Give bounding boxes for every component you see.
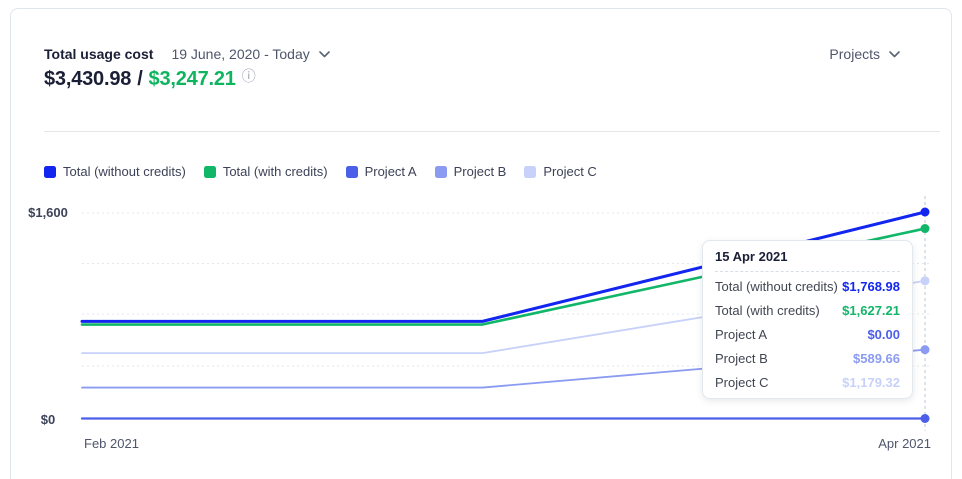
- date-range-label: 19 June, 2020 - Today: [171, 46, 310, 62]
- projects-dropdown[interactable]: Projects: [829, 46, 900, 62]
- legend-label: Project A: [364, 164, 417, 179]
- legend-label: Project C: [543, 164, 597, 179]
- tooltip-row-value: $1,768.98: [842, 278, 900, 294]
- header-divider: [44, 131, 940, 132]
- chevron-down-icon: [318, 50, 330, 57]
- legend-item-project-c[interactable]: Project C: [524, 164, 597, 179]
- amount-with-credits: $3,247.21: [148, 68, 236, 90]
- tooltip-rows: Total (without credits) $1,768.98 Total (w…: [715, 272, 900, 394]
- tooltip-row-value: $0.00: [867, 326, 900, 342]
- chart-tooltip: 15 Apr 2021 Total (without credits) $1,76…: [702, 240, 913, 399]
- legend-label: Total (without credits): [63, 164, 186, 179]
- tooltip-date: 15 Apr 2021: [715, 249, 900, 272]
- legend-swatch: [203, 165, 216, 178]
- projects-dropdown-label: Projects: [829, 46, 880, 62]
- chevron-down-icon: [889, 50, 900, 57]
- series-endpoint-total-with-credits: [920, 224, 930, 234]
- x-axis-right-label: Apr 2021: [878, 436, 931, 451]
- tooltip-row-label: Project B: [715, 350, 768, 366]
- tooltip-row-label: Project A: [715, 326, 768, 342]
- tooltip-row-total-with-credits: Total (with credits) $1,627.21: [715, 298, 900, 322]
- legend-item-total-without-credits[interactable]: Total (without credits): [44, 164, 186, 179]
- tooltip-row-project-a: Project A $0.00: [715, 322, 900, 346]
- tooltip-row-value: $589.66: [853, 350, 900, 366]
- series-endpoint-total-without-credits: [920, 207, 930, 217]
- series-endpoint-project-c: [920, 276, 930, 286]
- legend-item-total-with-credits[interactable]: Total (with credits): [203, 164, 328, 179]
- tooltip-row-value: $1,627.21: [842, 302, 900, 318]
- legend-label: Project B: [453, 164, 507, 179]
- tooltip-row-label: Total (without credits): [715, 278, 838, 294]
- series-endpoint-project-a: [920, 414, 930, 423]
- tooltip-row-project-b: Project B $589.66: [715, 346, 900, 370]
- tooltip-row-total-without-credits: Total (without credits) $1,768.98: [715, 274, 900, 298]
- legend-swatch: [44, 165, 56, 178]
- total-amounts: $3,430.98 / $3,247.21 ⓘ: [44, 68, 256, 91]
- legend-swatch: [524, 165, 537, 178]
- chart-legend: Total (without credits) Total (with credi…: [44, 164, 597, 179]
- tooltip-row-label: Total (with credits): [715, 302, 820, 318]
- info-icon[interactable]: ⓘ: [241, 68, 256, 84]
- legend-item-project-a[interactable]: Project A: [345, 164, 417, 179]
- x-axis-left-label: Feb 2021: [84, 436, 139, 451]
- legend-swatch: [345, 165, 358, 178]
- legend-swatch: [434, 165, 447, 178]
- date-range-selector[interactable]: 19 June, 2020 - Today: [171, 46, 330, 62]
- tooltip-row-project-c: Project C $1,179.32: [715, 370, 900, 394]
- card-header: Total usage cost 19 June, 2020 - Today: [44, 46, 330, 62]
- page-title: Total usage cost: [44, 46, 154, 62]
- y-axis-min-label: $0: [40, 412, 56, 427]
- legend-label: Total (with credits): [222, 164, 328, 179]
- series-endpoint-project-b: [920, 345, 930, 355]
- legend-item-project-b[interactable]: Project B: [434, 164, 507, 179]
- tooltip-row-value: $1,179.32: [842, 374, 900, 390]
- y-axis-max-label: $1,600: [28, 205, 68, 220]
- amount-without-credits: $3,430.98: [44, 68, 132, 90]
- amount-separator: /: [137, 68, 143, 90]
- tooltip-row-label: Project C: [715, 374, 769, 390]
